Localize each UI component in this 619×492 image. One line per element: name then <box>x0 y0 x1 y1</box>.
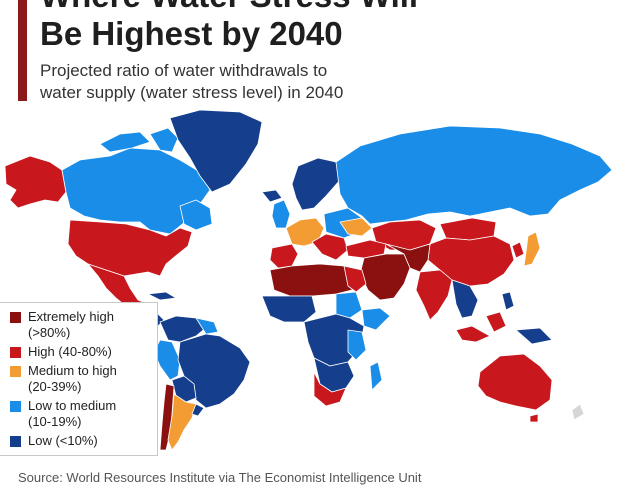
region-south-africa <box>313 371 347 407</box>
source-note: Source: World Resources Institute via Th… <box>18 470 422 485</box>
title-line-2: Be Highest by 2040 <box>40 15 343 52</box>
legend-item-extremely-high: Extremely high (>80%) <box>10 309 153 341</box>
world-map <box>4 109 613 451</box>
legend-swatch <box>10 366 21 377</box>
region-east-africa <box>347 329 367 361</box>
region-ukraine <box>339 217 373 237</box>
legend-swatch <box>10 312 21 323</box>
region-quebec <box>179 199 213 231</box>
region-caribbean <box>147 291 177 301</box>
legend-swatch <box>10 436 21 447</box>
legend-swatch <box>10 347 21 358</box>
region-baffin <box>149 127 179 153</box>
region-new-zealand <box>571 403 585 421</box>
legend-item-medium-to-high: Medium to high (20-39%) <box>10 363 153 395</box>
legend-label: Medium to high (20-39%) <box>28 363 117 394</box>
title-line-1: Where Water Stress Will <box>40 0 418 14</box>
region-philippines <box>501 291 515 311</box>
subtitle-line-1: Projected ratio of water withdrawals to <box>40 61 328 80</box>
region-colombia-venezuela <box>159 315 209 343</box>
legend-item-low: Low (<10%) <box>10 433 153 449</box>
region-scandinavia <box>291 157 341 211</box>
map-legend: Extremely high (>80%) High (40-80%) Mediu… <box>0 302 158 456</box>
legend-label: Low to medium (10-19%) <box>28 398 117 429</box>
region-guianas <box>195 317 219 335</box>
region-iran-afghanistan <box>385 243 431 273</box>
region-uk <box>271 199 291 229</box>
region-horn-africa <box>361 307 391 331</box>
region-new-guinea <box>515 327 553 345</box>
legend-swatch <box>10 401 21 412</box>
region-argentina <box>167 393 197 451</box>
legend-item-low-to-medium: Low to medium (10-19%) <box>10 398 153 430</box>
region-australia <box>477 353 553 411</box>
region-japan <box>523 231 541 267</box>
legend-label: Extremely high (>80%) <box>28 309 114 340</box>
region-borneo <box>485 311 507 333</box>
region-arctic-islands <box>99 131 151 153</box>
region-north-africa <box>269 263 357 297</box>
region-greenland <box>169 109 263 193</box>
region-iberia <box>269 243 299 269</box>
region-chile <box>159 383 175 451</box>
legend-label: High (40-80%) <box>28 344 112 359</box>
legend-item-high: High (40-80%) <box>10 344 153 360</box>
region-west-africa <box>261 295 317 323</box>
region-western-europe <box>285 217 325 247</box>
region-middle-east <box>359 253 411 301</box>
region-egypt <box>343 265 367 293</box>
region-iceland <box>261 189 283 203</box>
chart-title: Where Water Stress Will Be Highest by 20… <box>40 0 600 53</box>
subtitle-line-2: water supply (water stress level) in 204… <box>40 83 344 102</box>
region-korea <box>511 241 525 259</box>
legend-label: Low (<10%) <box>28 433 98 448</box>
title-accent-bar <box>18 0 27 101</box>
region-indonesia <box>455 325 491 343</box>
region-alaska <box>4 155 67 209</box>
region-russia <box>335 125 613 225</box>
region-sudan <box>335 291 363 319</box>
region-tasmania <box>529 413 539 423</box>
region-uruguay <box>191 403 205 417</box>
region-india <box>415 269 453 321</box>
region-madagascar <box>369 361 383 391</box>
chart-subtitle: Projected ratio of water withdrawals to … <box>40 60 460 104</box>
region-southeast-asia <box>451 279 479 319</box>
